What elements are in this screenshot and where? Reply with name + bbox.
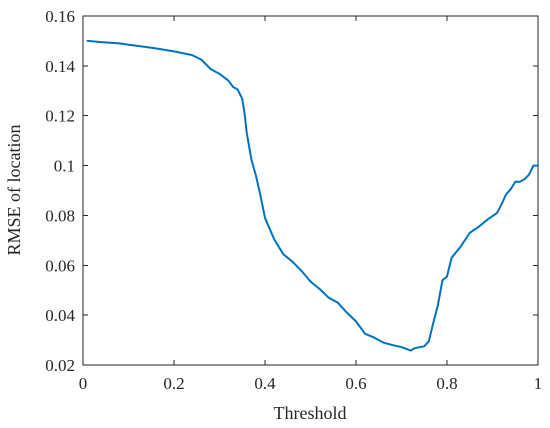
x-tick-label: 0.4: [254, 374, 276, 393]
y-tick-label: 0.14: [45, 57, 75, 76]
y-tick-label: 0.08: [45, 206, 75, 225]
x-tick-label: 0.6: [345, 374, 366, 393]
y-axis-label: RMSE of location: [4, 125, 24, 256]
x-axis-label: Threshold: [274, 403, 347, 423]
y-tick-label: 0.16: [45, 7, 75, 26]
x-tick-label: 1: [534, 374, 543, 393]
series-line-0: [86, 39, 539, 352]
plot-area: [82, 15, 539, 366]
x-axis: 0 0.2 0.4 0.6 0.8 1: [79, 16, 543, 393]
x-tick-label: 0.8: [436, 374, 457, 393]
series-layer: [86, 39, 539, 352]
y-tick-label: 0.06: [45, 256, 75, 275]
y-tick-label: 0.02: [45, 356, 75, 375]
x-tick-label: 0: [79, 374, 88, 393]
y-tick-label: 0.12: [45, 107, 75, 126]
y-tick-label: 0.04: [45, 306, 75, 325]
x-tick-label: 0.2: [163, 374, 184, 393]
y-axis: 0.02 0.04 0.06 0.08 0.1 0.12 0.14 0.16: [45, 7, 538, 375]
y-tick-label: 0.1: [54, 157, 75, 176]
